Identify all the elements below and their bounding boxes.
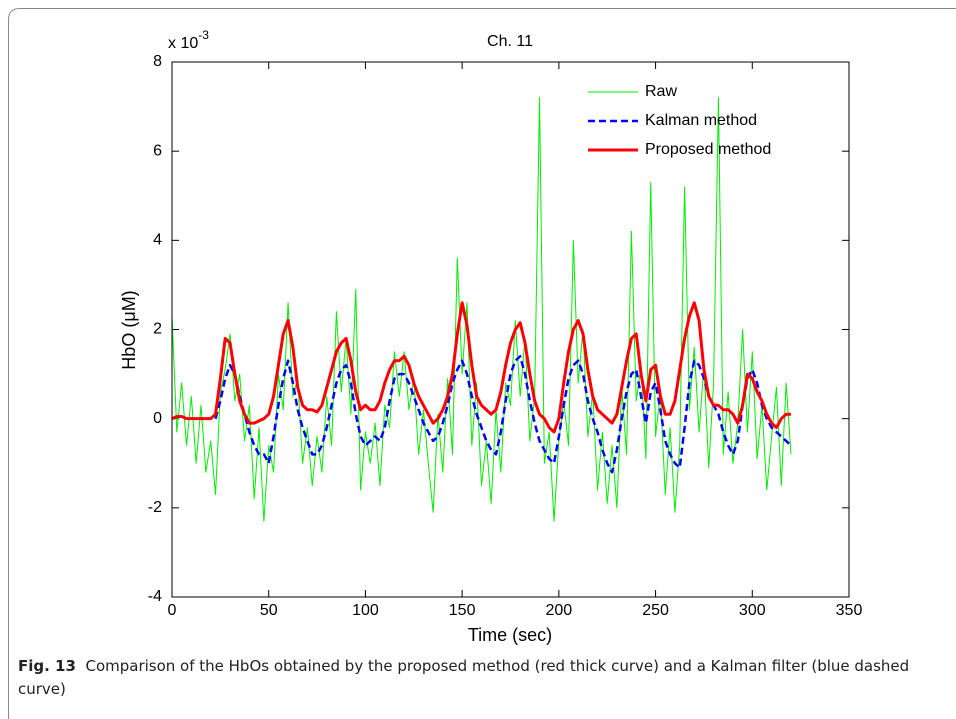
y-tick-label: 2 — [153, 321, 162, 338]
axis-multiplier: x 10-3 — [168, 28, 209, 52]
y-tick-label: 0 — [153, 410, 162, 427]
legend-label: Raw — [645, 83, 677, 100]
y-tick-label: -4 — [148, 588, 162, 605]
x-tick-label: 150 — [449, 602, 476, 619]
legend-label: Kalman method — [645, 112, 757, 129]
x-tick-label: 100 — [352, 602, 379, 619]
caption: Fig. 13 Comparison of the HbOs obtained … — [18, 655, 928, 701]
figure-frame — [8, 8, 956, 719]
caption-text: Comparison of the HbOs obtained by the p… — [18, 657, 910, 698]
series-line — [172, 301, 791, 434]
y-tick-label: 6 — [153, 142, 162, 159]
legend-label: Proposed method — [645, 141, 771, 158]
multiplier-exponent: -3 — [198, 28, 209, 42]
y-tick-label: -2 — [148, 499, 162, 516]
x-tick-label: 300 — [739, 602, 766, 619]
multiplier-base: x 10 — [168, 35, 198, 52]
plot-frame — [171, 61, 850, 598]
series-line — [214, 355, 792, 474]
x-axis-label: Time (sec) — [468, 625, 552, 645]
x-tick-label: 50 — [260, 602, 278, 619]
x-tick-label: 0 — [168, 602, 177, 619]
y-tick-label: 4 — [153, 232, 162, 249]
y-axis-label: HbO (μM) — [119, 290, 139, 369]
x-tick-label: 350 — [836, 602, 863, 619]
chart-title: Ch. 11 — [487, 33, 533, 50]
y-tick-label: 8 — [153, 53, 162, 70]
series-line — [172, 97, 792, 522]
x-tick-label: 200 — [546, 602, 573, 619]
x-tick-label: 250 — [642, 602, 669, 619]
caption-label: Fig. 13 — [18, 657, 76, 675]
